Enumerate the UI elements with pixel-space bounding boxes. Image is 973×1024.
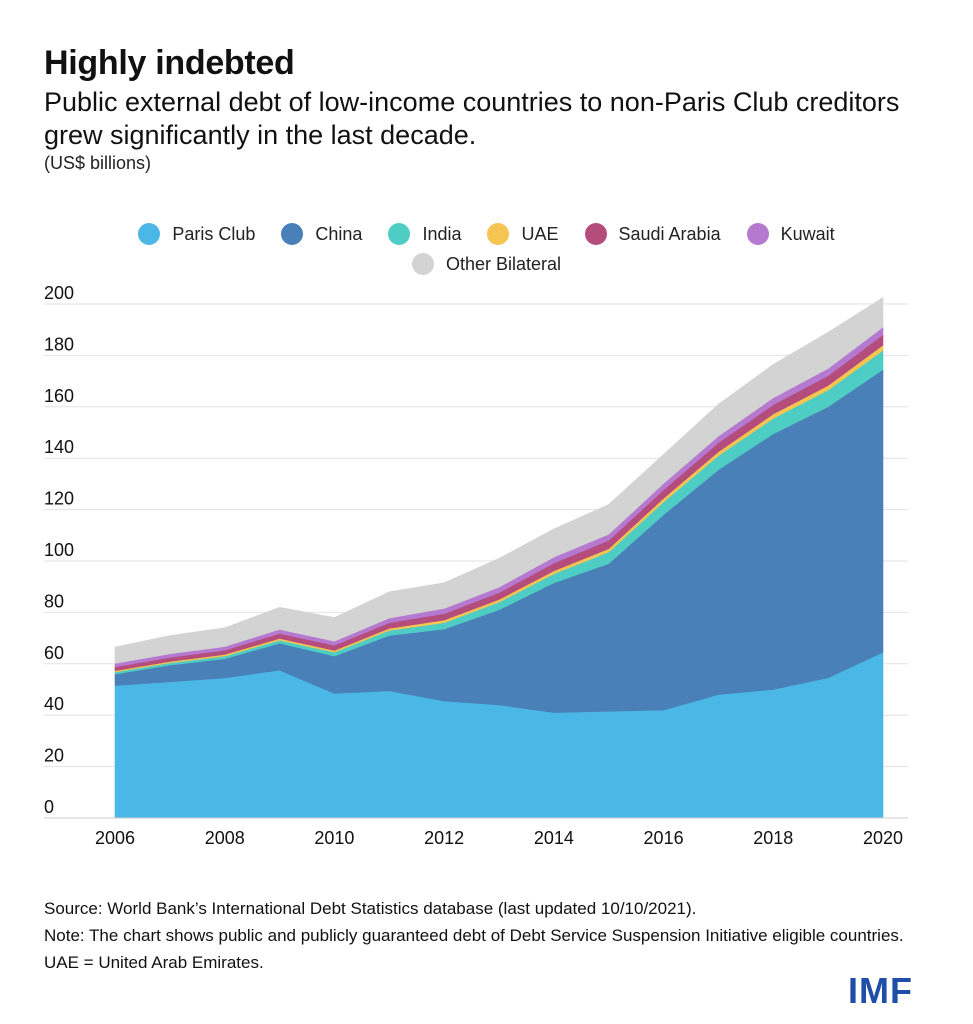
source-note: Source: World Bank’s International Debt … (44, 899, 697, 918)
y-tick-label: 60 (44, 643, 64, 663)
legend-item-uae: UAE (487, 222, 559, 246)
x-tick-label: 2018 (753, 828, 793, 848)
x-tick-label: 2006 (95, 828, 135, 848)
chart-title: Highly indebted (44, 44, 295, 82)
legend-label: UAE (521, 223, 559, 244)
legend-label: Saudi Arabia (618, 223, 721, 244)
chart-footer: Source: World Bank’s International Debt … (44, 895, 924, 976)
y-tick-label: 40 (44, 694, 64, 714)
legend-swatch (138, 223, 161, 245)
legend-label: Paris Club (172, 223, 256, 244)
y-tick-label: 100 (44, 540, 74, 560)
units-label: (US$ billions) (44, 153, 152, 173)
legend-label: Other Bilateral (445, 253, 562, 274)
legend-swatch (281, 223, 304, 245)
legend-swatch (411, 253, 434, 275)
legend-label: India (422, 223, 462, 244)
y-tick-label: 80 (44, 591, 64, 611)
legend-label: China (315, 223, 363, 244)
legend-item-saudi-arabia: Saudi Arabia (584, 222, 721, 246)
legend-label: Kuwait (780, 223, 835, 244)
x-tick-label: 2014 (534, 828, 574, 848)
legend-item-kuwait: Kuwait (746, 222, 835, 246)
x-tick-label: 2020 (863, 828, 903, 848)
note-text: Note: The chart shows public and publicl… (44, 926, 904, 972)
y-tick-label: 160 (44, 386, 74, 406)
x-tick-label: 2008 (205, 828, 245, 848)
legend-swatch (584, 223, 607, 245)
chart-legend: Paris Club China India UAE Saudi Arabia Kuwai… (0, 222, 973, 276)
legend-swatch (746, 223, 769, 245)
imf-logo: IMF (848, 970, 913, 1011)
legend-item-china: China (281, 222, 362, 246)
stacked-area-chart: 0 20 40 60 80 100 120 140 160 180 200 2006 2008 2010 2… (44, 283, 908, 848)
y-tick-label: 180 (44, 334, 74, 354)
y-tick-label: 0 (44, 797, 54, 817)
y-tick-label: 120 (44, 489, 74, 509)
y-tick-label: 140 (44, 437, 74, 457)
x-tick-label: 2016 (644, 828, 684, 848)
x-tick-label: 2010 (314, 828, 354, 848)
legend-item-india: India (388, 222, 461, 246)
legend-swatch (487, 223, 510, 245)
legend-swatch (388, 223, 411, 245)
x-tick-label: 2012 (424, 828, 464, 848)
legend-item-paris-club: Paris Club (138, 222, 255, 246)
chart-subtitle: Public external debt of low-income count… (44, 87, 900, 150)
y-tick-label: 20 (44, 746, 64, 766)
y-tick-label: 200 (44, 283, 74, 303)
area-other-bilateral (114, 297, 884, 664)
legend-item-other-bilateral: Other Bilateral (411, 252, 562, 276)
